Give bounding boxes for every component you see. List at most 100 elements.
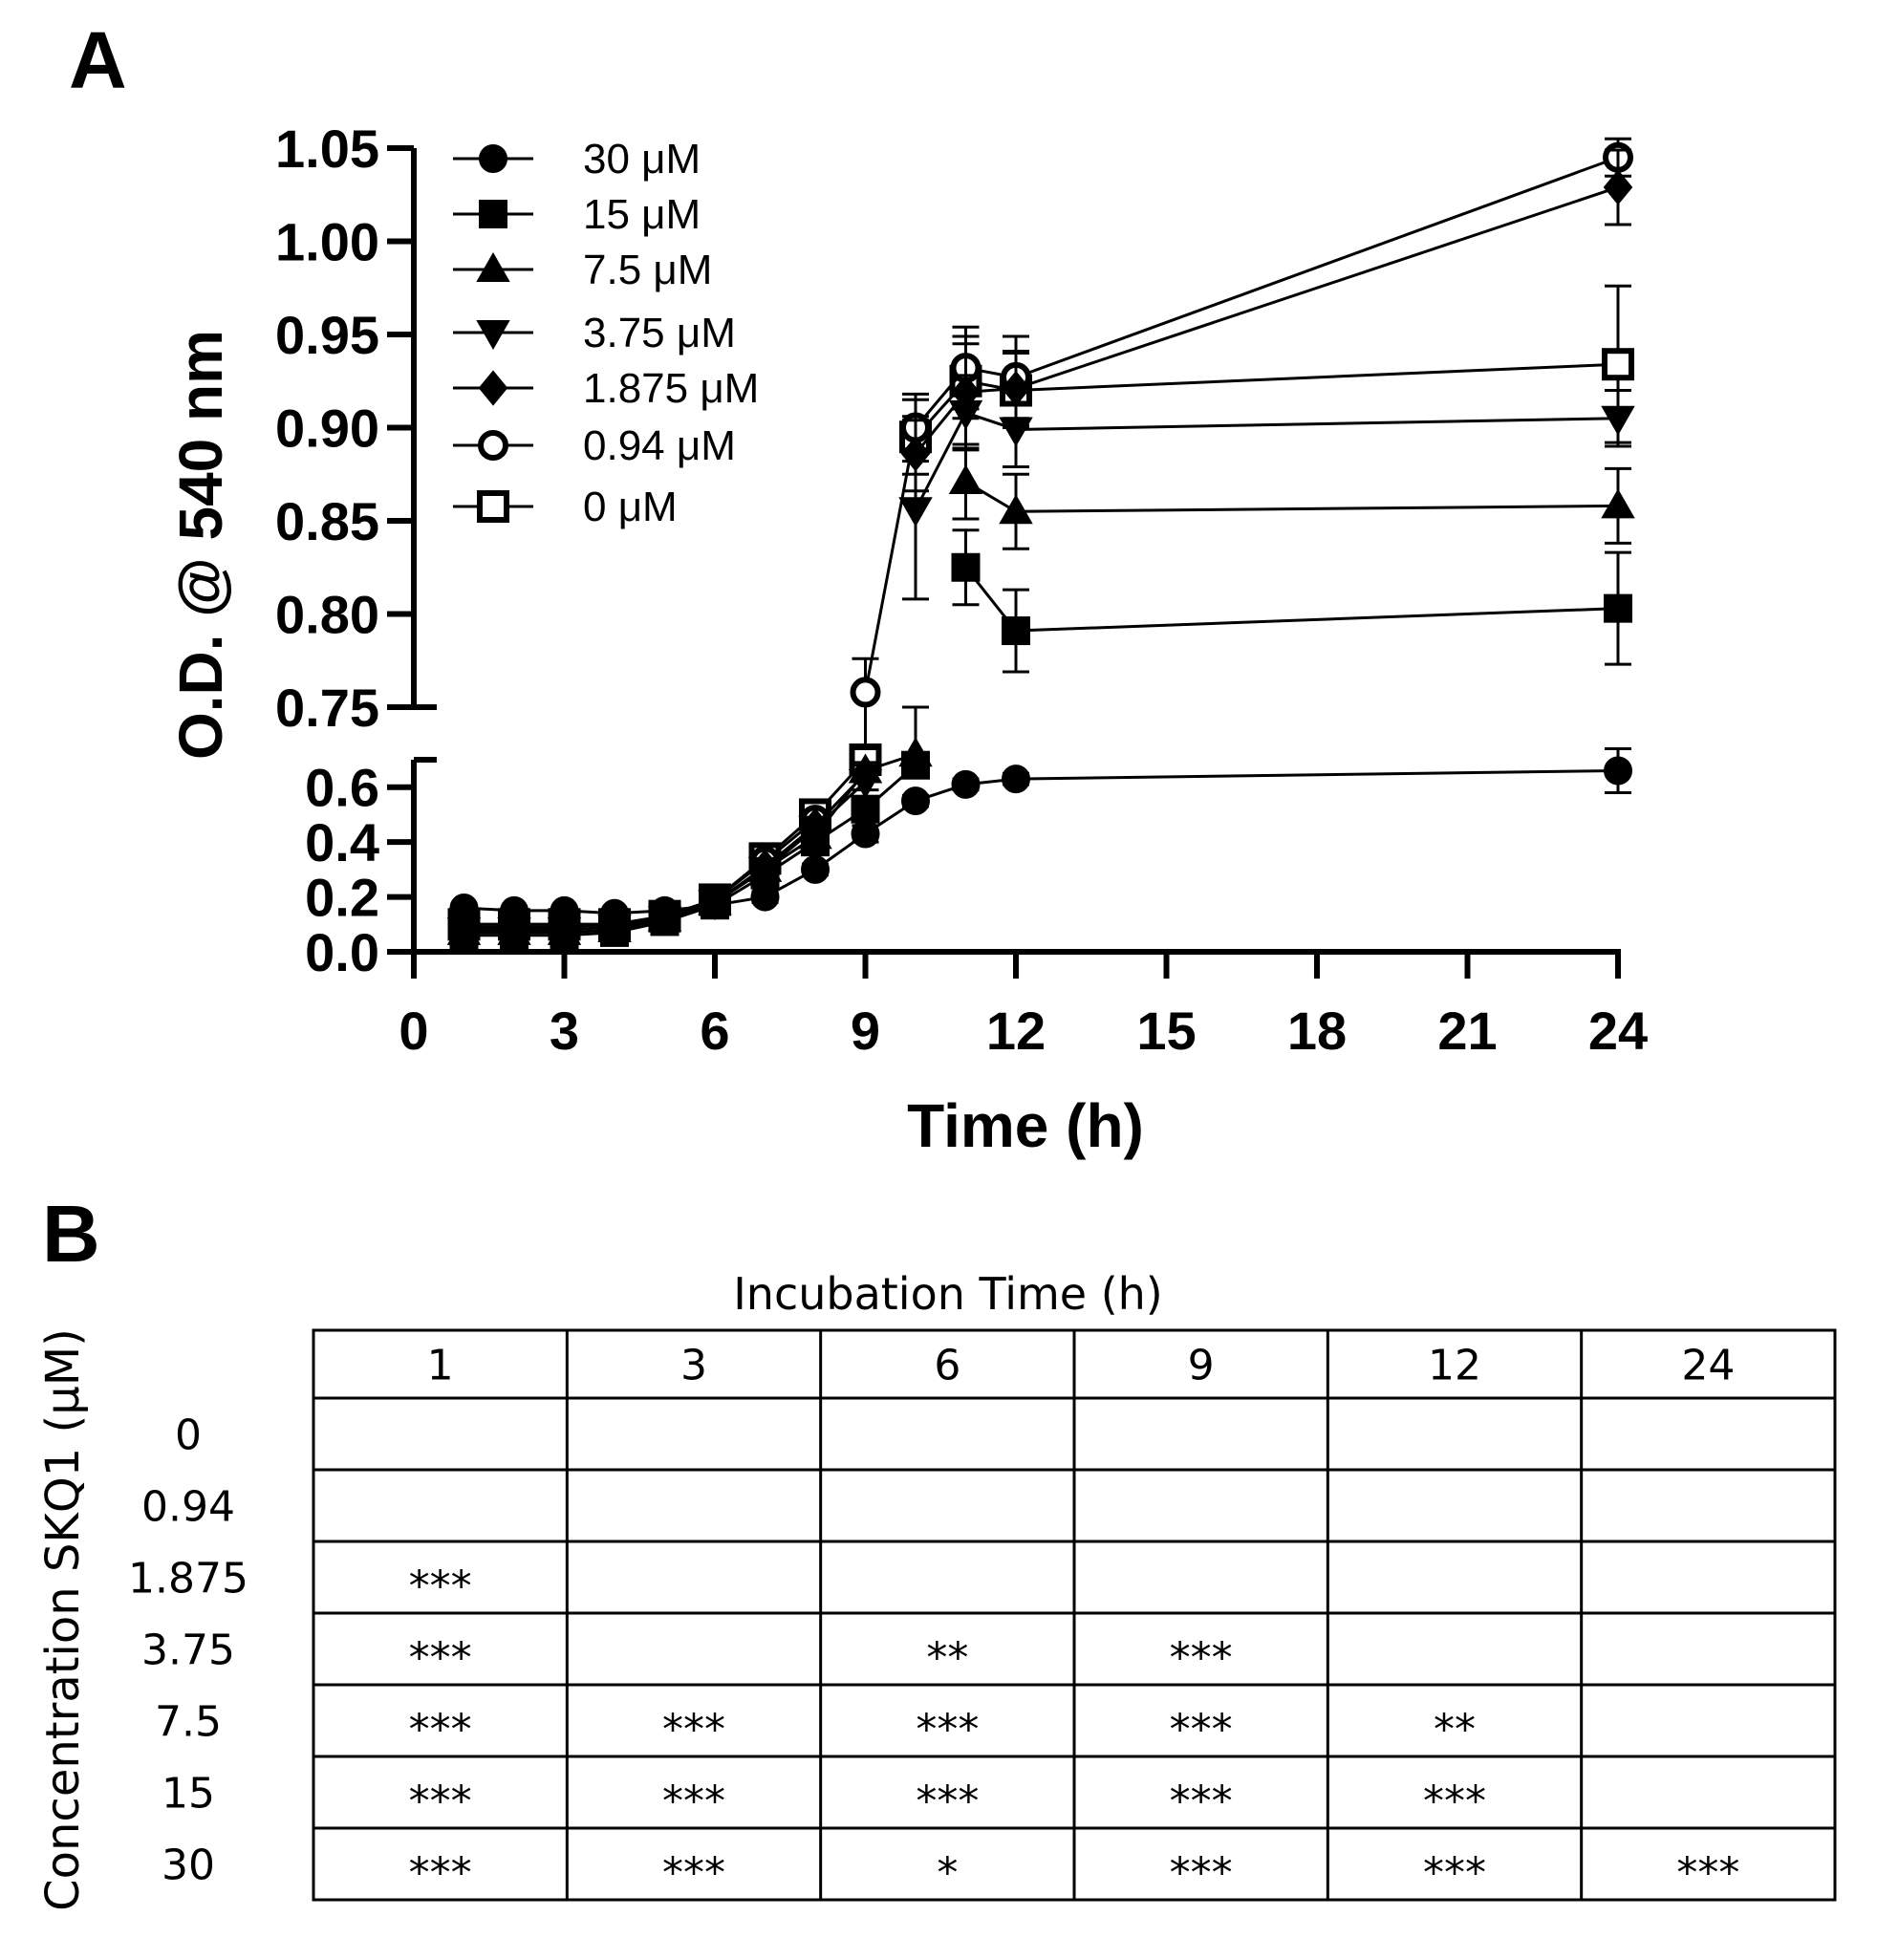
table-cell: *** [1676, 1849, 1739, 1898]
table-cell: *** [1170, 1849, 1233, 1898]
series-line [1015, 768, 1619, 781]
x-tick-label: 15 [1136, 1001, 1196, 1061]
y-tick-label: 0.0 [305, 922, 379, 982]
x-tick-label: 24 [1588, 1001, 1648, 1061]
data-point [898, 497, 933, 528]
data-point [1601, 488, 1635, 519]
data-point [951, 552, 981, 582]
data-point [948, 399, 983, 430]
table-cell: *** [1423, 1777, 1486, 1826]
data-point [449, 894, 479, 923]
table-row-label: 3.75 [141, 1626, 235, 1675]
y-tick-label: 1.00 [275, 212, 379, 272]
x-tick-label: 21 [1437, 1001, 1497, 1061]
y-tick-label: 0.6 [305, 758, 379, 818]
x-tick-label: 18 [1287, 1001, 1347, 1061]
data-point [801, 828, 830, 857]
table-cell: *** [916, 1706, 979, 1755]
y-tick-label: 0.85 [275, 491, 379, 551]
data-point [1604, 593, 1632, 623]
series-group [446, 137, 1635, 950]
table-row-label: 15 [162, 1770, 215, 1819]
legend-marker [479, 144, 507, 173]
data-point [848, 753, 883, 784]
table-cell: *** [662, 1849, 725, 1898]
data-point [1002, 765, 1030, 794]
data-point [901, 750, 930, 780]
legend-marker [476, 320, 510, 351]
legend-marker [478, 370, 508, 406]
legend-label: 15 μM [583, 191, 701, 238]
table-row-label: 0.94 [141, 1483, 235, 1532]
series-line [1015, 417, 1619, 431]
data-point [801, 854, 830, 884]
x-tick-label: 6 [700, 1001, 729, 1061]
table-cell: *** [409, 1706, 472, 1755]
table-cell: *** [409, 1849, 472, 1898]
table-cell: *** [662, 1777, 725, 1826]
table-row-axis-label: Concentration SKQ1 (μM) [36, 1328, 90, 1911]
data-point [901, 786, 930, 816]
legend-label: 30 μM [583, 136, 701, 183]
series-line [1015, 607, 1619, 633]
legend-marker [476, 251, 510, 282]
legend-marker [478, 430, 508, 461]
data-point [850, 677, 881, 708]
table-row-label: 0 [175, 1411, 202, 1460]
data-point [550, 895, 579, 925]
table-cell: *** [409, 1562, 472, 1611]
table-cell: *** [1170, 1634, 1233, 1683]
legend-label: 0.94 μM [583, 422, 736, 469]
y-axis-title: O.D. @ 540 nm [166, 330, 235, 760]
x-axis-title: Time (h) [907, 1091, 1144, 1160]
data-point [1602, 348, 1634, 381]
table-row-label: 7.5 [155, 1698, 222, 1747]
data-point [1601, 405, 1635, 436]
data-point [650, 895, 680, 925]
data-point [851, 819, 880, 849]
y-tick-label: 0.4 [305, 812, 379, 872]
legend-marker [479, 200, 507, 228]
x-tick-label: 12 [986, 1001, 1046, 1061]
data-point [500, 895, 529, 925]
data-point [701, 891, 729, 920]
series-line [1015, 504, 1619, 513]
data-point [1604, 756, 1632, 786]
legend-label: 7.5 μM [583, 247, 712, 293]
table-row-label: 30 [162, 1842, 215, 1890]
series-0 [449, 747, 1632, 928]
data-point [951, 769, 981, 799]
table-cell: *** [1170, 1706, 1233, 1755]
legend-label: 0 μM [583, 484, 678, 530]
legend-marker [477, 490, 509, 523]
data-point [600, 898, 629, 928]
data-point [948, 464, 983, 495]
x-tick-label: 9 [851, 1001, 880, 1061]
series-line [914, 412, 967, 510]
y-tick-label: 0.90 [275, 398, 379, 459]
y-tick-label: 0.2 [305, 868, 379, 928]
growth-curve-chart: 1.05 1.00 0.95 0.90 0.85 0.80 0.75 0.60.40.20.0… [166, 118, 1648, 1160]
series-line [1015, 185, 1619, 390]
data-point [750, 882, 780, 912]
panel-b-label: B [42, 1189, 100, 1279]
x-tick-label: 0 [399, 1001, 428, 1061]
y-tick-label: 0.75 [275, 678, 379, 738]
y-tick-label: 1.05 [275, 118, 379, 179]
data-point [999, 417, 1033, 447]
data-point [500, 920, 529, 950]
table-column-header: 12 [1428, 1342, 1481, 1390]
data-point [851, 794, 880, 824]
legend: 30 μM 15 μM 7.5 μM 3.75 μM 1.875 μM 0.94 μM 0 … [453, 136, 759, 530]
data-point [999, 494, 1033, 525]
series-1 [449, 528, 1632, 950]
table-cell: *** [1423, 1849, 1486, 1898]
data-point [449, 920, 479, 950]
table-cell: *** [1170, 1777, 1233, 1826]
series-line [1015, 362, 1619, 392]
table-title: Incubation Time (h) [733, 1268, 1163, 1320]
table-column-header: 6 [934, 1342, 960, 1390]
table-column-header: 1 [427, 1342, 454, 1390]
table-cell: ** [1434, 1706, 1476, 1755]
